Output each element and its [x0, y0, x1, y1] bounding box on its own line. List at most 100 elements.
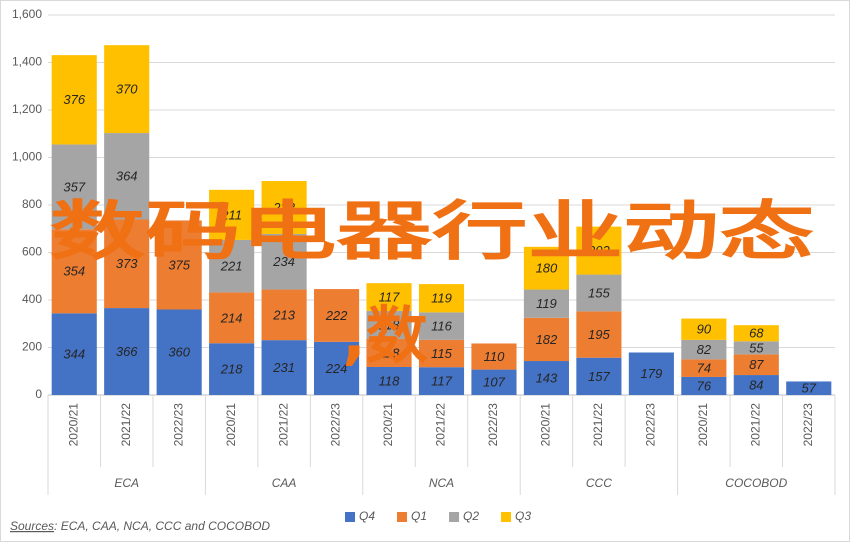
data-label: 360	[168, 345, 190, 360]
data-label: 116	[431, 319, 452, 334]
data-label: 57	[802, 381, 817, 396]
x-tick-label: 2021/22	[276, 403, 290, 447]
data-label: 231	[272, 360, 295, 375]
bar-segment	[51, 229, 97, 314]
overlay-text: ,数	[342, 299, 428, 372]
legend-label: Q1	[411, 509, 427, 523]
data-label: 90	[697, 322, 712, 337]
y-tick-label: 600	[22, 245, 42, 259]
bar-segment	[418, 284, 465, 313]
bar-segment	[314, 289, 360, 342]
x-tick-label: 2022/23	[486, 403, 500, 447]
data-label: 364	[116, 169, 138, 184]
legend-swatch	[345, 512, 355, 522]
legend-swatch	[501, 512, 512, 522]
data-label: 221	[220, 259, 243, 274]
data-label: 354	[63, 264, 85, 279]
bar-segment	[261, 340, 307, 395]
bar-segment	[418, 339, 465, 368]
bar-segment	[366, 283, 412, 311]
bar-segment	[471, 343, 517, 370]
bar-segment	[733, 375, 779, 395]
data-label: 143	[536, 370, 558, 385]
data-label: 222	[325, 308, 348, 323]
bar-segment	[366, 366, 412, 395]
data-label: 195	[588, 327, 610, 342]
x-tick-label: 2022/23	[644, 403, 658, 447]
bar-segment	[418, 367, 465, 395]
data-label: 117	[431, 374, 452, 389]
data-label: 118	[379, 317, 400, 332]
x-tick-label: 2020/21	[696, 403, 710, 447]
bar-segment	[471, 369, 517, 395]
bar-segment	[314, 341, 360, 395]
bar-segment	[576, 311, 622, 358]
data-label: 115	[431, 346, 452, 361]
data-label: 118	[379, 373, 400, 388]
x-tick-label: 2021/22	[591, 403, 605, 447]
data-label: 179	[641, 366, 663, 381]
group-label: COCOBOD	[725, 476, 787, 490]
data-label: 180	[536, 261, 558, 276]
legend-label: Q4	[359, 509, 375, 523]
x-tick-label: 2022/23	[329, 403, 343, 447]
data-label: 213	[272, 307, 295, 322]
source-text: : ECA, CAA, NCA, CCC and COCOBOD	[54, 519, 270, 533]
bar-segment	[523, 246, 569, 290]
bar-segment	[156, 309, 202, 395]
bar-segment	[576, 274, 622, 312]
data-label: 76	[697, 378, 712, 393]
bar-segment	[681, 376, 727, 395]
x-tick-label: 2021/22	[748, 403, 762, 447]
source: Sources: ECA, CAA, NCA, CCC and COCOBOD	[10, 519, 270, 533]
bar-segment	[576, 357, 622, 395]
bar-segment	[786, 381, 832, 395]
bar-segment	[366, 310, 412, 339]
y-tick-label: 400	[22, 292, 42, 306]
data-label: 218	[220, 362, 243, 377]
data-label: 119	[536, 296, 557, 311]
bar-segment	[156, 220, 202, 310]
bar-segment	[261, 289, 307, 341]
data-label: 234	[272, 254, 295, 269]
bar-segment	[209, 189, 255, 240]
data-label: 211	[220, 207, 242, 222]
bar-segment	[104, 133, 150, 220]
data-label: 370	[116, 82, 138, 97]
legend-label: Q3	[515, 509, 531, 523]
data-label: 376	[63, 92, 85, 107]
x-tick-label: 2021/22	[434, 403, 448, 447]
x-tick-label: 2020/21	[381, 403, 395, 447]
bar-segment	[523, 361, 569, 395]
y-tick-label: 0	[35, 387, 42, 401]
bar-segment	[261, 233, 307, 290]
bar-segment	[51, 144, 97, 230]
bar-segment	[523, 289, 569, 318]
data-label: 55	[749, 340, 764, 355]
data-label: 87	[749, 357, 764, 372]
data-label: 155	[588, 285, 610, 300]
y-tick-label: 1,400	[12, 55, 42, 69]
x-tick-label: 2022/23	[801, 403, 815, 447]
data-label: 366	[116, 344, 138, 359]
data-label: 107	[483, 375, 505, 390]
x-tick-label: 2020/21	[224, 403, 238, 447]
data-label: 157	[588, 369, 610, 384]
data-label: 357	[63, 179, 85, 194]
x-tick-label: 2022/23	[171, 403, 185, 447]
bar-segment	[681, 339, 727, 360]
overlay-text: 数码电器行业动态	[50, 196, 815, 270]
bar-segment	[261, 181, 307, 234]
y-tick-label: 800	[22, 197, 42, 211]
y-tick-label: 1,000	[12, 150, 42, 164]
bar-segment	[104, 45, 150, 134]
data-label: 119	[431, 291, 452, 306]
data-label: 214	[220, 310, 243, 325]
group-label: CCC	[586, 476, 612, 490]
bar-segment	[51, 55, 97, 145]
x-tick-label: 2020/21	[66, 403, 80, 447]
bar-segment	[209, 239, 255, 293]
legend-swatch	[449, 512, 460, 522]
group-label: NCA	[429, 476, 454, 490]
x-tick-label: 2021/22	[119, 403, 133, 447]
